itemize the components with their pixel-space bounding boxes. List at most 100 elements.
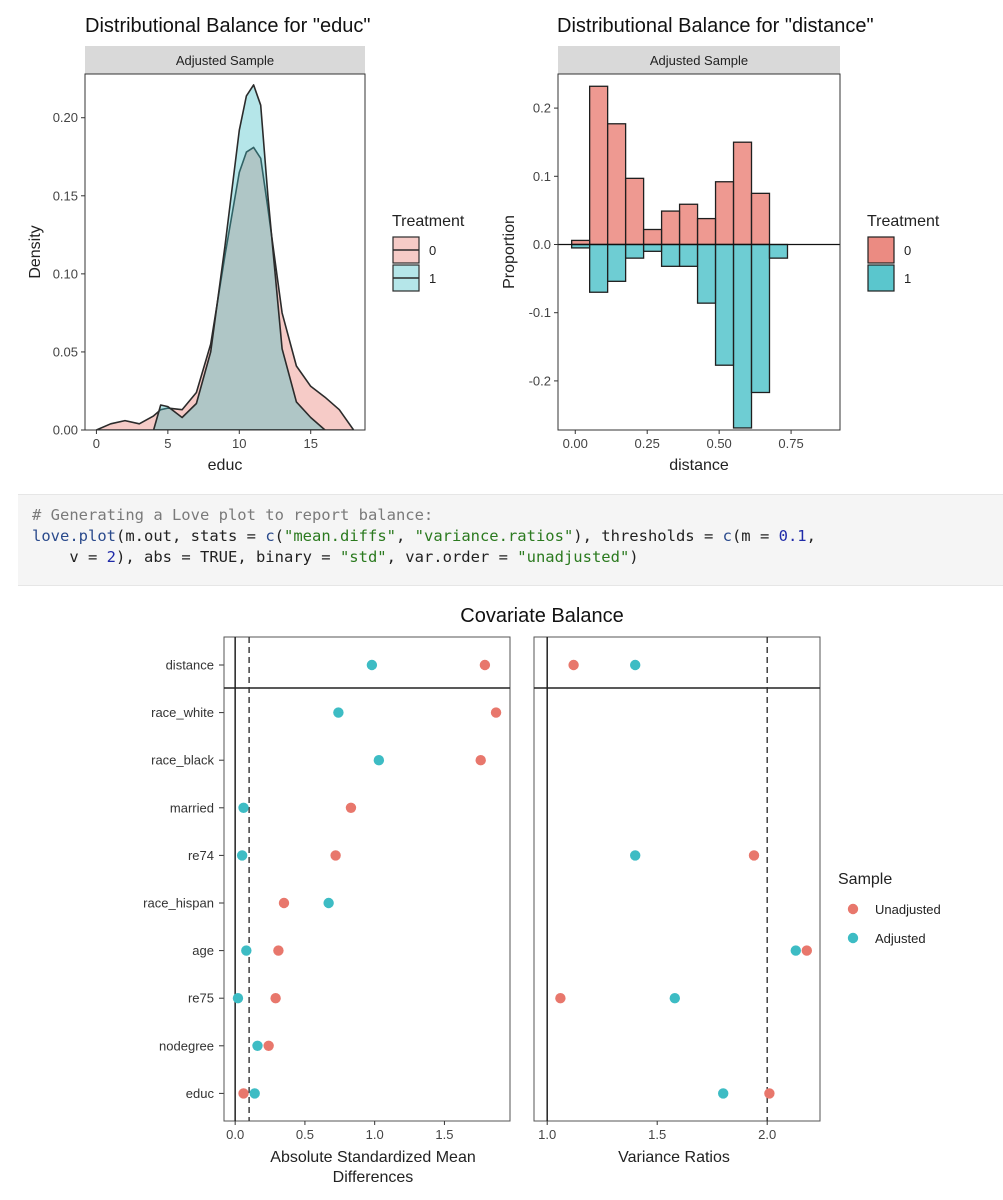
covariate-label: race_white xyxy=(151,705,214,720)
code-number: 0.1 xyxy=(778,527,807,545)
covariate-label: nodegree xyxy=(159,1038,214,1053)
covariate-label: distance xyxy=(166,658,214,673)
y-tick-label: -0.1 xyxy=(529,305,551,320)
y-tick-label: 0.15 xyxy=(53,188,78,203)
x-tick-label: 0.75 xyxy=(778,436,803,451)
love-panel-border xyxy=(223,636,511,1122)
point-unadjusted xyxy=(568,659,579,671)
legend-label: Adjusted xyxy=(875,931,926,946)
code-text: ( xyxy=(274,527,284,545)
x-tick-label: 1.5 xyxy=(648,1127,666,1142)
histogram-bar-treatment-0 xyxy=(589,85,609,246)
code-text: ) xyxy=(629,548,639,566)
x-tick-label: 0.50 xyxy=(706,436,731,451)
y-tick-label: 0.20 xyxy=(53,110,78,125)
chart-title: Distributional Balance for "distance" xyxy=(557,15,874,37)
point-unadjusted xyxy=(270,993,281,1004)
y-tick-label: 0.1 xyxy=(533,169,551,184)
legend-title: Treatment xyxy=(867,213,940,230)
x-tick-label: 10 xyxy=(232,436,246,451)
covariate-label: re74 xyxy=(188,848,214,863)
point-unadjusted xyxy=(345,802,357,813)
point-adjusted xyxy=(669,993,680,1004)
legend-label: 0 xyxy=(429,243,436,258)
histogram-bar-treatment-0 xyxy=(732,141,753,246)
y-tick-label: 0.00 xyxy=(53,423,78,438)
code-text: ), thresholds = xyxy=(573,527,723,545)
point-unadjusted xyxy=(330,850,341,861)
histogram-bar-treatment-0 xyxy=(642,228,663,246)
legend-label: 0 xyxy=(904,243,911,258)
point-unadjusted xyxy=(238,1088,249,1099)
histogram-bar-treatment-1 xyxy=(589,243,609,293)
covariate-label: married xyxy=(170,800,214,815)
y-axis-label: Proportion xyxy=(501,215,518,289)
histogram-bar-treatment-0 xyxy=(750,192,771,246)
x-axis-label: educ xyxy=(208,457,243,474)
point-unadjusted xyxy=(479,659,491,671)
point-adjusted xyxy=(323,897,334,909)
code-string: "variance.ratios" xyxy=(414,527,574,545)
covariate-label: re75 xyxy=(188,991,214,1006)
code-text: v = xyxy=(32,548,107,566)
love-plot: Covariate Balance distance race_white race_… xyxy=(143,605,941,1186)
x-tick-label: 1.0 xyxy=(366,1127,384,1142)
facet-strip-label: Adjusted Sample xyxy=(650,53,748,68)
point-adjusted xyxy=(252,1040,263,1051)
legend-key-adjusted xyxy=(847,932,859,944)
density-layer xyxy=(95,84,355,430)
histogram-bar-treatment-1 xyxy=(768,243,789,259)
point-adjusted xyxy=(241,945,252,956)
histogram-bar-treatment-0 xyxy=(714,181,735,246)
point-adjusted xyxy=(718,1088,729,1099)
chart-title: Covariate Balance xyxy=(460,605,623,627)
density-curve-treatment-0 xyxy=(95,146,355,430)
facet-strip xyxy=(558,46,840,74)
love-panel-border xyxy=(533,636,821,1122)
y-tick-label: 0.10 xyxy=(53,266,78,281)
panel-border xyxy=(557,73,841,431)
code-text: (m = xyxy=(731,527,779,545)
point-adjusted xyxy=(373,755,385,766)
x-tick-label: 0.25 xyxy=(635,436,660,451)
point-unadjusted xyxy=(475,755,486,766)
covariate-label: educ xyxy=(186,1086,215,1101)
code-fn-love-plot: love.plot xyxy=(32,527,116,545)
x-tick-label: 5 xyxy=(164,436,171,451)
point-unadjusted xyxy=(764,1088,775,1099)
code-string: "std" xyxy=(339,548,387,566)
legend-title: Treatment xyxy=(392,213,465,230)
point-adjusted xyxy=(790,945,801,956)
code-block: # Generating a Love plot to report balan… xyxy=(18,494,1003,586)
point-unadjusted xyxy=(490,707,502,718)
legend-label: 1 xyxy=(904,271,911,286)
y-tick-label: -0.2 xyxy=(529,373,551,388)
histogram-bar-treatment-1 xyxy=(696,243,717,304)
histogram-bar-treatment-1 xyxy=(660,243,681,267)
histogram-bar-treatment-0 xyxy=(624,177,645,246)
top-charts: Distributional Balance for "educ" Adjuste… xyxy=(27,15,940,474)
legend-key-treatment-0 xyxy=(867,236,895,264)
code-text: , xyxy=(395,527,415,545)
histogram-bar-treatment-1 xyxy=(606,243,627,282)
x-axis-label: Absolute Standardized Mean xyxy=(270,1149,475,1166)
covariate-label: age xyxy=(192,943,214,958)
point-adjusted xyxy=(333,707,344,718)
chart-title: Distributional Balance for "educ" xyxy=(85,15,370,37)
point-unadjusted xyxy=(263,1040,274,1051)
point-adjusted xyxy=(249,1088,260,1099)
panel-border xyxy=(84,73,366,431)
histogram-bar-treatment-1 xyxy=(714,243,735,366)
point-adjusted xyxy=(630,850,641,861)
code-string: "unadjusted" xyxy=(517,548,630,566)
x-tick-label: 0 xyxy=(93,436,100,451)
point-adjusted xyxy=(238,802,249,813)
code-text: , xyxy=(806,527,816,545)
histogram-bar-treatment-0 xyxy=(696,217,717,246)
legend-title: Sample xyxy=(838,871,892,888)
histogram-bar-treatment-0 xyxy=(606,123,627,246)
y-axis-label: Density xyxy=(27,225,44,278)
code-fn-c: c xyxy=(722,527,732,545)
x-tick-label: 1.0 xyxy=(538,1127,556,1142)
y-tick-label: 0.05 xyxy=(53,344,78,359)
